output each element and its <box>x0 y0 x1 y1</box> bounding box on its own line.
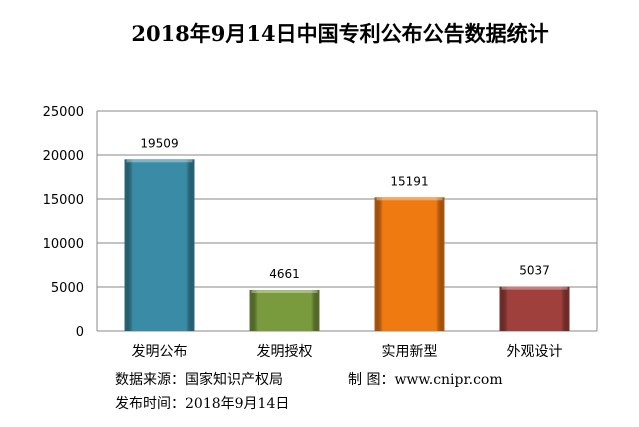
data-label: 19509 <box>140 136 178 150</box>
bar-shade <box>250 290 320 331</box>
data-label: 15191 <box>390 174 428 188</box>
data-source: 数据来源：国家知识产权局 <box>115 369 283 389</box>
y-tick-label: 25000 <box>43 105 84 120</box>
bar-shade <box>500 287 570 331</box>
x-tick-label: 发明授权 <box>257 344 313 360</box>
y-tick-label: 0 <box>76 325 84 340</box>
bar-highlight <box>502 287 568 290</box>
y-tick-label: 20000 <box>43 149 84 164</box>
data-label: 5037 <box>519 264 550 278</box>
y-tick-label: 10000 <box>43 237 84 252</box>
bar-highlight <box>252 290 318 293</box>
publish-date: 发布时间：2018年9月14日 <box>115 393 289 413</box>
x-tick-label: 实用新型 <box>382 344 438 360</box>
x-tick-label: 外观设计 <box>507 344 563 360</box>
bar-shade <box>375 197 445 331</box>
bar-shade <box>125 159 195 331</box>
y-tick-label: 5000 <box>51 281 84 296</box>
x-tick-label: 发明公布 <box>132 344 188 360</box>
data-label: 4661 <box>269 267 300 281</box>
bar-chart: 0 5000 10000 15000 20000 25000 19509 发明公布 4661 发明… <box>0 0 639 427</box>
chart-maker: 制 图：www.cnipr.com <box>348 369 503 389</box>
y-tick-label: 15000 <box>43 193 84 208</box>
bar-highlight <box>127 159 193 162</box>
bar-highlight <box>377 197 443 200</box>
